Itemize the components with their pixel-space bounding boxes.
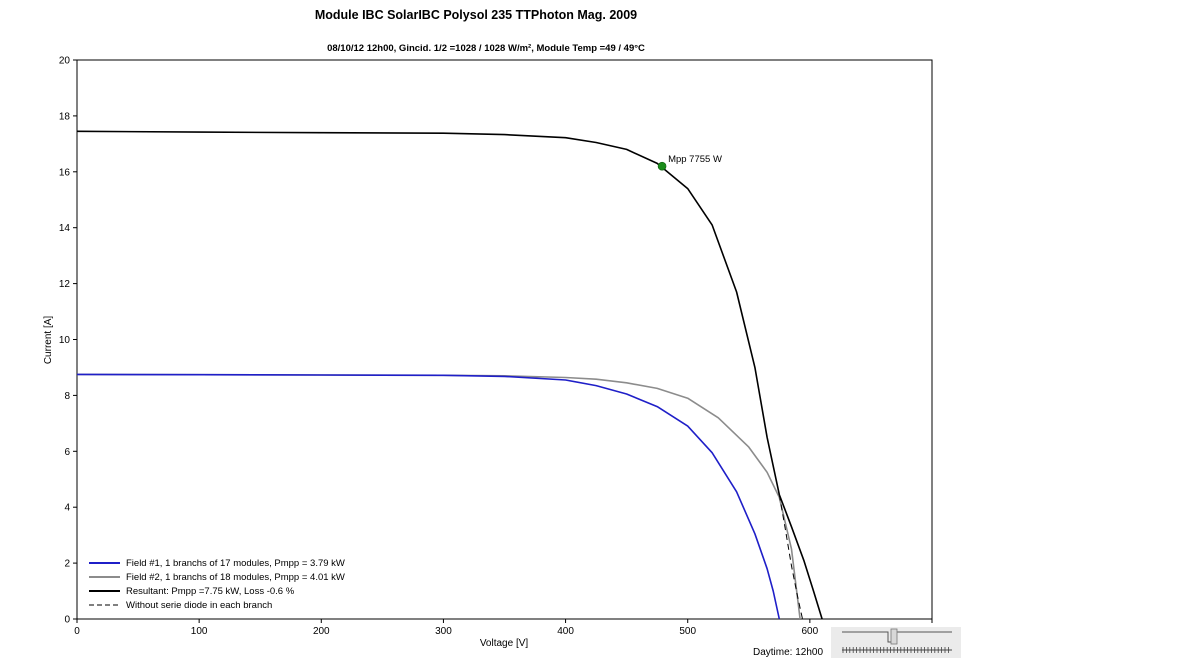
y-tick-label: 18 <box>59 111 71 122</box>
daytime-slider-thumb[interactable] <box>890 628 898 645</box>
y-axis-label: Current [A] <box>43 316 54 365</box>
legend: Field #1, 1 branchs of 17 modules, Pmpp … <box>89 558 345 611</box>
mpp-annotation-label: Mpp 7755 W <box>668 154 722 165</box>
x-tick-label: 500 <box>679 626 696 637</box>
x-tick-label: 100 <box>191 626 208 637</box>
series-line-no-diode <box>778 494 803 620</box>
series-line-resultant <box>76 130 823 620</box>
mpp-marker <box>657 161 667 171</box>
chart-title: Module IBC SolarIBC Polysol 235 TTPhoton… <box>315 8 637 22</box>
x-tick-label: 400 <box>557 626 574 637</box>
y-tick-label: 8 <box>64 391 70 402</box>
legend-label-field2: Field #2, 1 branchs of 18 modules, Pmpp … <box>126 572 345 583</box>
x-tick-label: 200 <box>313 626 330 637</box>
annotations-layer: Mpp 7755 W <box>657 154 722 171</box>
daytime-slider-ticks <box>842 647 949 653</box>
series-layer <box>76 130 823 620</box>
series-line-field1 <box>76 373 781 620</box>
legend-label-resultant: Resultant: Pmpp =7.75 kW, Loss -0.6 % <box>126 586 295 597</box>
legend-label-no-diode: Without serie diode in each branch <box>126 600 272 611</box>
y-tick-label: 10 <box>59 335 71 346</box>
y-tick-label: 2 <box>64 559 70 570</box>
y-tick-label: 20 <box>59 56 71 67</box>
x-tick-label: 600 <box>802 626 819 637</box>
y-tick-label: 16 <box>59 167 71 178</box>
y-tick-label: 0 <box>64 615 70 626</box>
x-tick-label: 0 <box>74 626 80 637</box>
daytime-slider[interactable] <box>831 627 961 658</box>
y-tick-label: 14 <box>59 223 71 234</box>
y-tick-label: 12 <box>59 279 71 290</box>
legend-label-field1: Field #1, 1 branchs of 17 modules, Pmpp … <box>126 558 345 569</box>
chart-subtitle: 08/10/12 12h00, Gincid. 1/2 =1028 / 1028… <box>327 43 645 54</box>
x-axis-label: Voltage [V] <box>480 638 529 649</box>
daytime-label: Daytime: 12h00 <box>753 647 823 658</box>
x-tick-label: 300 <box>435 626 452 637</box>
y-tick-label: 6 <box>64 447 70 458</box>
y-tick-label: 4 <box>64 503 70 514</box>
